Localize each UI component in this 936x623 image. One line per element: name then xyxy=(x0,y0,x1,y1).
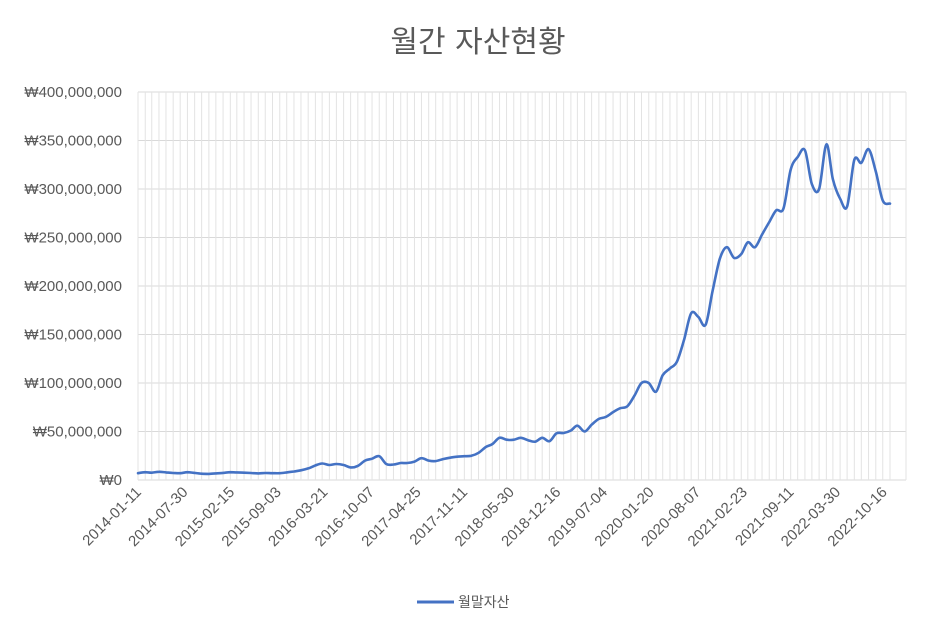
y-tick-label: ₩300,000,000 xyxy=(24,181,122,198)
series-line xyxy=(136,143,892,476)
legend: 월말자산 xyxy=(417,595,510,611)
y-tick-label: ₩350,000,000 xyxy=(24,133,122,150)
legend-label: 월말자산 xyxy=(458,595,510,611)
y-tick-label: ₩250,000,000 xyxy=(24,230,122,247)
y-tick-label: ₩150,000,000 xyxy=(24,327,122,344)
y-tick-label: ₩0 xyxy=(100,472,123,489)
y-tick-label: ₩200,000,000 xyxy=(24,278,122,295)
y-axis-ticks: ₩0 ₩50,000,000 ₩100,000,000 ₩150,000,000 ₩20… xyxy=(24,84,122,489)
grid xyxy=(137,91,907,481)
y-tick-label: ₩400,000,000 xyxy=(24,84,122,101)
y-tick-label: ₩50,000,000 xyxy=(33,424,122,441)
x-axis-ticks: 2014-01-112014-07-302015-02-152015-09-03… xyxy=(79,484,890,550)
series-layer xyxy=(136,143,892,476)
y-tick-label: ₩100,000,000 xyxy=(24,375,122,392)
chart-title: 월간 자산현황 xyxy=(390,25,565,60)
